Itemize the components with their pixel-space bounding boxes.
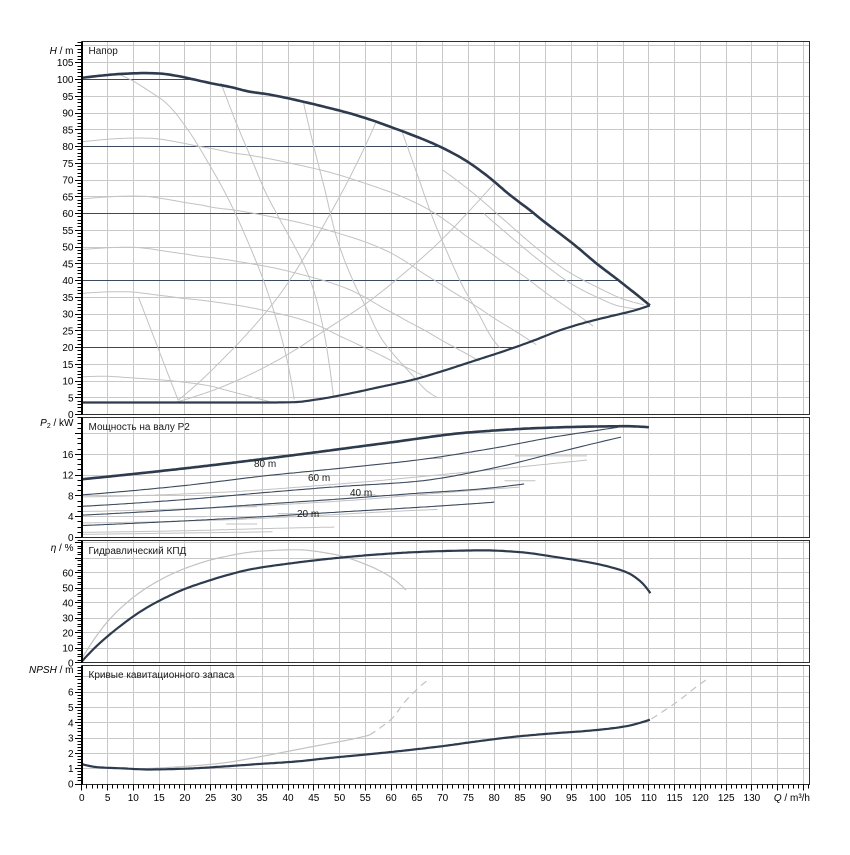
svg-text:45: 45	[308, 793, 320, 804]
svg-text:2: 2	[68, 749, 74, 760]
svg-text:40 m: 40 m	[350, 488, 372, 499]
svg-text:0: 0	[68, 780, 74, 791]
svg-text:20: 20	[179, 793, 191, 804]
svg-text:30: 30	[231, 793, 243, 804]
svg-text:5: 5	[105, 793, 111, 804]
svg-text:η / %: η / %	[51, 543, 74, 554]
svg-text:8: 8	[68, 491, 74, 502]
svg-text:120: 120	[692, 793, 709, 804]
svg-text:10: 10	[128, 793, 140, 804]
svg-text:50: 50	[334, 793, 346, 804]
svg-text:Кривые кавитационного запаса: Кривые кавитационного запаса	[89, 670, 235, 681]
svg-text:80: 80	[489, 793, 501, 804]
svg-text:40: 40	[282, 793, 294, 804]
svg-text:12: 12	[62, 471, 74, 482]
svg-text:15: 15	[62, 360, 74, 371]
svg-text:16: 16	[62, 450, 74, 461]
svg-text:0: 0	[68, 410, 74, 421]
svg-text:0: 0	[68, 659, 74, 670]
svg-text:45: 45	[62, 259, 74, 270]
svg-text:130: 130	[744, 793, 761, 804]
svg-text:95: 95	[566, 793, 578, 804]
svg-text:20: 20	[62, 343, 74, 354]
svg-text:125: 125	[718, 793, 735, 804]
svg-text:15: 15	[154, 793, 166, 804]
svg-text:10: 10	[62, 377, 74, 388]
svg-text:70: 70	[62, 176, 74, 187]
svg-text:6: 6	[68, 688, 74, 699]
svg-text:0: 0	[79, 793, 85, 804]
svg-text:3: 3	[68, 734, 74, 745]
svg-text:Напор: Напор	[89, 46, 119, 57]
svg-text:H / m: H / m	[50, 46, 74, 57]
svg-text:50: 50	[62, 243, 74, 254]
svg-text:55: 55	[62, 226, 74, 237]
svg-text:70: 70	[437, 793, 449, 804]
svg-text:50: 50	[62, 584, 74, 595]
svg-text:110: 110	[641, 793, 657, 804]
svg-text:40: 40	[62, 276, 74, 287]
svg-text:20: 20	[62, 629, 74, 640]
svg-text:80 m: 80 m	[254, 459, 276, 470]
svg-text:100: 100	[589, 793, 606, 804]
svg-text:40: 40	[62, 599, 74, 610]
svg-text:30: 30	[62, 614, 74, 625]
svg-text:Q / m³/h: Q / m³/h	[774, 793, 810, 804]
svg-text:85: 85	[62, 125, 74, 136]
svg-text:60 m: 60 m	[308, 473, 330, 484]
svg-text:30: 30	[62, 310, 74, 321]
svg-text:25: 25	[205, 793, 217, 804]
svg-text:20 m: 20 m	[297, 509, 319, 520]
svg-text:100: 100	[57, 75, 74, 86]
svg-text:60: 60	[386, 793, 398, 804]
svg-text:5: 5	[68, 393, 74, 404]
svg-text:60: 60	[62, 209, 74, 220]
svg-text:25: 25	[62, 326, 74, 337]
svg-text:75: 75	[463, 793, 475, 804]
svg-text:35: 35	[257, 793, 269, 804]
svg-text:95: 95	[62, 92, 74, 103]
svg-text:85: 85	[514, 793, 526, 804]
svg-text:55: 55	[360, 793, 372, 804]
svg-text:10: 10	[62, 644, 74, 655]
svg-text:Мощность на валу P2: Мощность на валу P2	[89, 422, 191, 433]
svg-text:4: 4	[68, 718, 74, 729]
svg-text:75: 75	[62, 159, 74, 170]
svg-text:60: 60	[62, 569, 74, 580]
svg-text:65: 65	[411, 793, 423, 804]
svg-text:P2 / kW: P2 / kW	[40, 418, 74, 430]
svg-text:Гидравлический КПД: Гидравлический КПД	[89, 546, 187, 557]
svg-text:115: 115	[667, 793, 683, 804]
svg-text:105: 105	[615, 793, 632, 804]
svg-text:4: 4	[68, 512, 74, 523]
svg-text:0: 0	[68, 533, 74, 544]
svg-text:90: 90	[540, 793, 552, 804]
svg-text:5: 5	[68, 703, 74, 714]
svg-text:1: 1	[68, 764, 74, 775]
svg-text:65: 65	[62, 192, 74, 203]
svg-text:80: 80	[62, 142, 74, 153]
svg-text:90: 90	[62, 109, 74, 120]
svg-text:105: 105	[57, 58, 74, 69]
svg-text:NPSH / m: NPSH / m	[29, 665, 73, 676]
svg-text:35: 35	[62, 293, 74, 304]
